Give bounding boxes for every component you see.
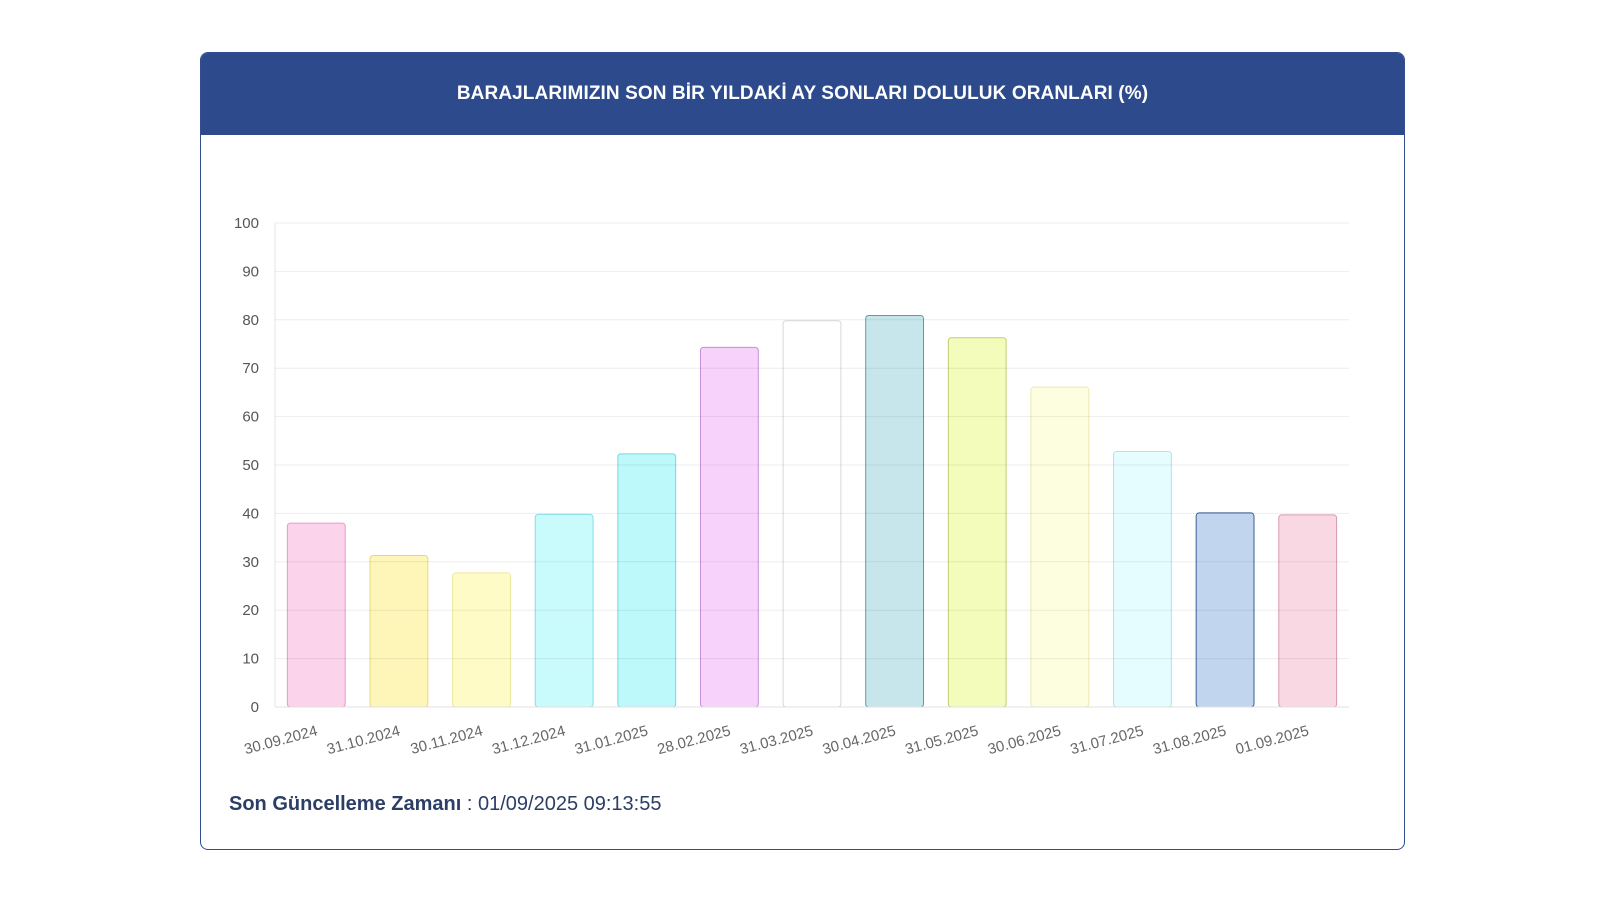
- y-tick-label: 40: [242, 505, 259, 522]
- y-tick-label: 90: [242, 263, 259, 280]
- x-tick-label: 28.02.2025: [656, 722, 733, 758]
- x-tick-label: 30.09.2024: [242, 722, 319, 758]
- y-tick-label: 0: [251, 699, 259, 716]
- chart-area: 0 10 20 30 40 50 60 70 80 90 100 30.09.2024 31.10.20…: [201, 135, 1404, 775]
- bar: [1113, 450, 1172, 708]
- y-tick-label: 50: [242, 457, 259, 474]
- bar-chart: 0 10 20 30 40 50 60 70 80 90 100 30.09.2024 31.10.20…: [234, 215, 1349, 758]
- x-tick-label: 31.12.2024: [490, 722, 567, 758]
- x-tick-label: 30.11.2024: [409, 722, 485, 758]
- y-tick-label: 30: [242, 554, 259, 571]
- x-tick-label: 31.08.2025: [1151, 722, 1228, 758]
- x-tick-label: 30.06.2025: [986, 722, 1063, 758]
- y-tick-label: 80: [242, 312, 259, 329]
- last-update-label: Son Güncelleme Zamanı: [229, 793, 462, 815]
- x-tick-label: 01.09.2025: [1234, 722, 1311, 758]
- x-tick-label: 31.01.2025: [573, 722, 650, 758]
- last-update-value: 01/09/2025 09:13:55: [477, 793, 662, 815]
- y-tick-label: 60: [242, 409, 259, 426]
- bar: [617, 453, 677, 708]
- chart-card: BARAJLARIMIZIN SON BİR YILDAKİ AY SONLAR…: [200, 52, 1405, 850]
- x-tick-label: 31.03.2025: [738, 722, 815, 758]
- x-tick-label: 30.04.2025: [821, 722, 898, 758]
- bar: [1278, 514, 1338, 708]
- bar: [452, 572, 511, 708]
- last-update-separator: :: [461, 793, 478, 815]
- bar: [947, 337, 1007, 708]
- x-tick-label: 31.07.2025: [1069, 722, 1146, 758]
- y-tick-label: 10: [242, 651, 259, 668]
- bar: [865, 314, 925, 708]
- chart-title: BARAJLARIMIZIN SON BİR YILDAKİ AY SONLAR…: [201, 53, 1404, 135]
- y-tick-label: 70: [242, 360, 259, 377]
- bar: [286, 522, 346, 708]
- last-update: Son Güncelleme Zamanı : 01/09/2025 09:13…: [229, 793, 661, 816]
- y-tick-label: 20: [242, 602, 259, 619]
- x-tick-label: 31.10.2024: [325, 722, 402, 758]
- bar: [369, 555, 429, 708]
- y-tick-label: 100: [234, 215, 259, 232]
- bar: [699, 346, 759, 708]
- x-tick-label: 31.05.2025: [903, 722, 980, 758]
